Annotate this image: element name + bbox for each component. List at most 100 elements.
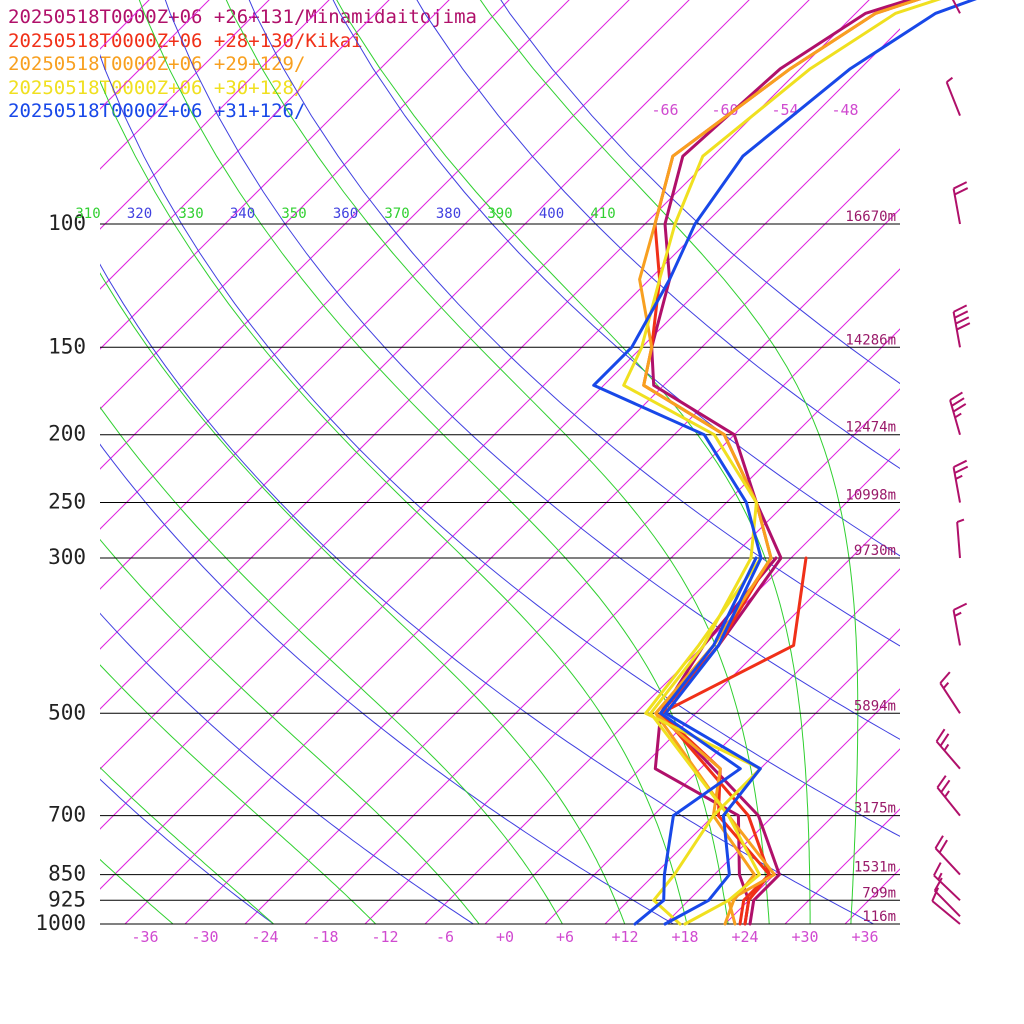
height-label: 116m bbox=[862, 909, 896, 925]
temperature-tick-label: +30 bbox=[791, 928, 818, 946]
wind-barb bbox=[935, 728, 961, 770]
isotherm-line bbox=[100, 0, 450, 350]
isotherm-line bbox=[100, 0, 270, 170]
theta-label: 330 bbox=[178, 206, 203, 222]
isotherm-line bbox=[100, 88, 900, 890]
theta-label: 410 bbox=[590, 206, 615, 222]
dry-adiabat-lines bbox=[100, 0, 900, 924]
moist-adiabat-line bbox=[225, 0, 770, 924]
pressure-tick-label: 100 bbox=[48, 211, 86, 235]
theta-label: 400 bbox=[539, 206, 564, 222]
isotherm-line bbox=[965, 0, 1024, 924]
moist-adiabat-line bbox=[479, 0, 859, 924]
wind-barb bbox=[933, 862, 961, 902]
theta-label: 320 bbox=[127, 206, 152, 222]
temperature-tick-label: -30 bbox=[191, 928, 218, 946]
pressure-tick-label: 700 bbox=[48, 803, 86, 827]
wind-barb bbox=[952, 181, 969, 225]
pressure-tick-label: 150 bbox=[48, 334, 86, 358]
isotherm-line bbox=[100, 0, 630, 530]
isotherm-line bbox=[100, 0, 390, 290]
pressure-tick-label: 850 bbox=[48, 862, 86, 886]
theta-label: 360 bbox=[333, 206, 358, 222]
pressure-tick-label: 250 bbox=[48, 490, 86, 514]
legend-entry: 20250518T0000Z+06 +26+131/Minamidaitojim… bbox=[8, 6, 477, 28]
dewpoint-profile-line bbox=[633, 556, 758, 926]
dewpoint-profile-line bbox=[659, 556, 808, 926]
temperature-tick-label: +0 bbox=[496, 928, 514, 946]
temperature-tick-label: -18 bbox=[311, 928, 338, 946]
isotherm-line bbox=[724, 748, 900, 924]
wind-barbs bbox=[931, 0, 971, 925]
moist-adiabat-line bbox=[100, 272, 626, 924]
pressure-tick-label: 925 bbox=[48, 887, 86, 911]
wind-barb bbox=[952, 459, 969, 503]
isotherm-line bbox=[604, 628, 900, 924]
legend-entry: 20250518T0000Z+06 +31+126/ bbox=[8, 100, 306, 122]
height-label: 9730m bbox=[854, 543, 896, 559]
wind-barb bbox=[952, 304, 971, 348]
temperature-tick-label: -12 bbox=[371, 928, 398, 946]
temperature-tick-label: -24 bbox=[251, 928, 278, 946]
temperature-profile-line bbox=[622, 0, 942, 926]
moist-adiabat-line bbox=[100, 406, 563, 924]
theta-label: 370 bbox=[384, 206, 409, 222]
moist-adiabat-line bbox=[336, 0, 811, 924]
upper-isotherm-label: -54 bbox=[771, 101, 798, 119]
upper-isotherm-label: -66 bbox=[651, 101, 678, 119]
dry-adiabat-line bbox=[100, 778, 275, 924]
wind-barb bbox=[934, 835, 961, 876]
isotherm-line bbox=[304, 328, 900, 924]
height-label: 16670m bbox=[845, 209, 896, 225]
temperature-profile-line bbox=[592, 0, 977, 926]
wind-barb bbox=[945, 76, 961, 116]
temperature-profile-line bbox=[650, 0, 914, 926]
dry-adiabat-line bbox=[100, 443, 675, 924]
theta-label: 390 bbox=[487, 206, 512, 222]
temperature-tick-label: -36 bbox=[131, 928, 158, 946]
isotherm-line bbox=[244, 268, 900, 924]
height-label: 1531m bbox=[854, 860, 896, 876]
dry-adiabat-line bbox=[100, 612, 475, 924]
isotherm-line bbox=[100, 0, 870, 770]
temperature-tick-label: +18 bbox=[671, 928, 698, 946]
dry-adiabat-line bbox=[100, 53, 900, 837]
isotherm-lines bbox=[0, 0, 1024, 924]
pressure-tick-label: 500 bbox=[48, 700, 86, 724]
legend-entry: 20250518T0000Z+06 +30+128/ bbox=[8, 76, 306, 99]
height-label: 799m bbox=[862, 885, 896, 901]
wind-barb bbox=[939, 671, 961, 714]
isotherm-line bbox=[124, 148, 900, 924]
isotherm-line bbox=[100, 0, 570, 470]
temperature-tick-label: -6 bbox=[436, 928, 454, 946]
isotherm-line bbox=[0, 0, 84, 924]
height-label: 3175m bbox=[854, 801, 896, 817]
upper-isotherm-label: -60 bbox=[711, 101, 738, 119]
theta-label: 350 bbox=[281, 206, 306, 222]
isotherm-line bbox=[424, 448, 900, 924]
pressure-tick-label: 200 bbox=[48, 422, 86, 446]
theta-label: 340 bbox=[230, 206, 255, 222]
isotherm-line bbox=[784, 808, 900, 924]
dry-adiabat-line bbox=[248, 0, 900, 647]
moist-adiabat-line bbox=[100, 664, 377, 924]
height-label: 12474m bbox=[845, 420, 896, 436]
height-label: 10998m bbox=[845, 488, 896, 504]
moist-adiabat-line bbox=[138, 0, 729, 924]
theta-label: 380 bbox=[436, 206, 461, 222]
pressure-tick-label: 300 bbox=[48, 545, 86, 569]
height-label: 14286m bbox=[845, 332, 896, 348]
upper-isotherm-label: -48 bbox=[831, 101, 858, 119]
wind-barb bbox=[956, 518, 965, 559]
isotherm-line bbox=[844, 868, 900, 924]
isotherm-line bbox=[100, 0, 330, 230]
wind-barb bbox=[952, 602, 968, 646]
sounding-profiles bbox=[592, 0, 977, 926]
isotherm-line bbox=[100, 0, 150, 50]
wind-barb bbox=[931, 887, 961, 925]
dry-adiabat-line bbox=[416, 0, 900, 470]
dry-adiabat-line bbox=[164, 0, 900, 740]
temperature-tick-label: +24 bbox=[731, 928, 758, 946]
isotherm-line bbox=[484, 508, 900, 924]
